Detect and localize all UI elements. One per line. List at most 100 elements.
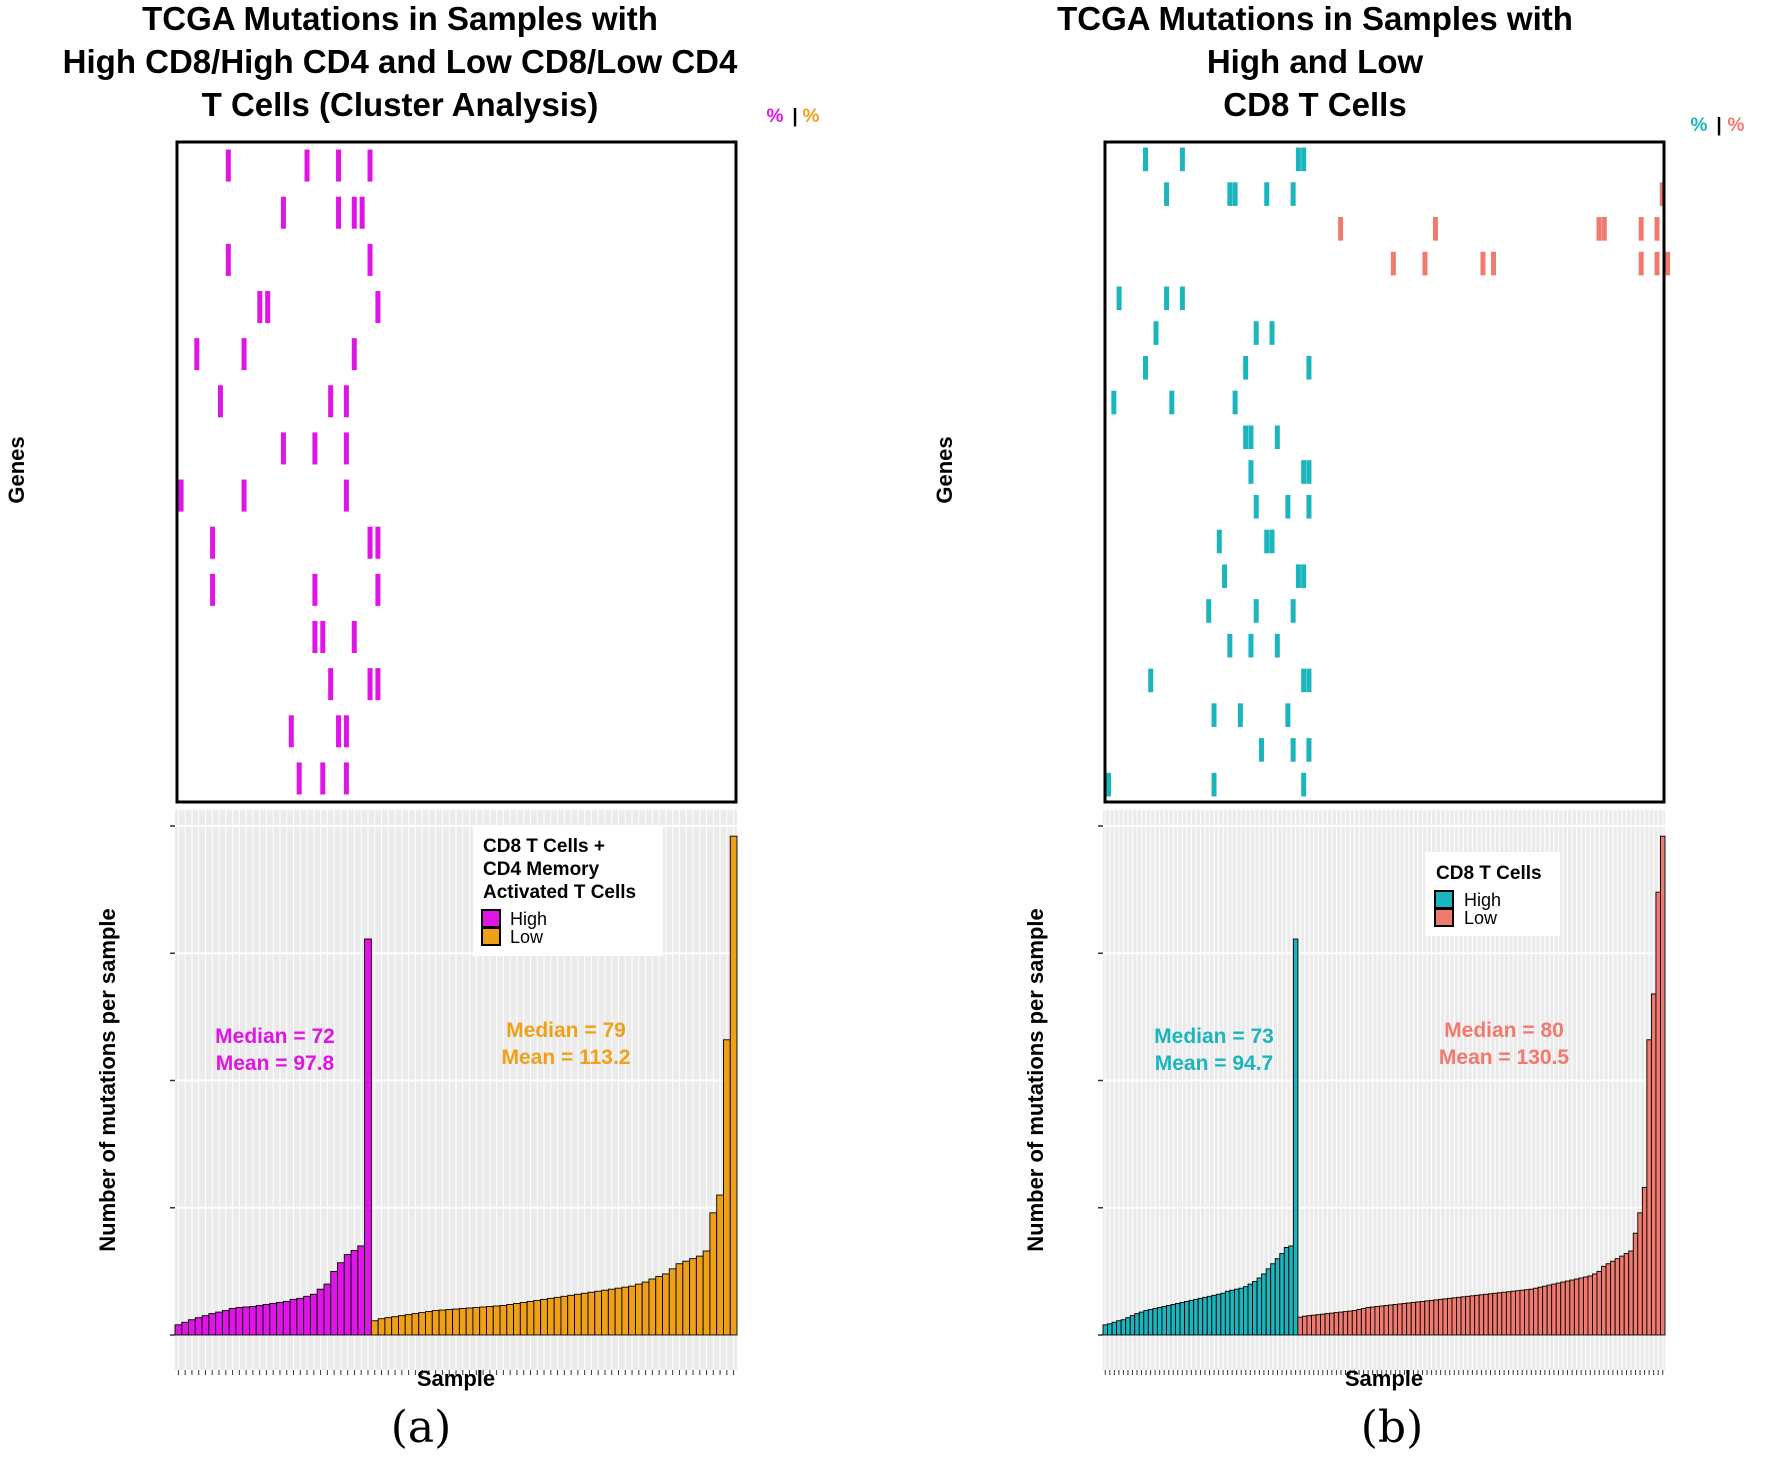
mutation-mark [1164,286,1170,311]
mutation-mark [375,668,381,701]
bar [1256,1277,1263,1336]
bar [1632,1232,1639,1336]
bar [445,1309,454,1336]
panel-b: TCGA Mutations in Samples with High and … [932,0,1745,1453]
bar [1202,1296,1208,1336]
mutation-mark [1258,738,1264,762]
bar [1265,1268,1272,1336]
bar [1383,1305,1389,1336]
panel-b-legend-label-low: Low [1464,908,1498,928]
bar [289,1298,298,1336]
bar [1243,1286,1249,1336]
mutation-mark [1227,633,1233,658]
bar [1415,1301,1421,1336]
panel-a-legend-swatch-low [481,927,501,946]
bar [594,1290,603,1336]
bar [364,938,372,1336]
panel-a-annotation-low-mean: Mean = 113.2 [501,1046,630,1069]
mutation-mark [280,432,286,465]
panel-a-legend-box [473,826,663,956]
bar [1487,1293,1494,1336]
bar [296,1297,305,1336]
mutation-mark [217,385,223,418]
bar [1197,1297,1204,1336]
mutation-mark [1253,321,1259,345]
bar [1193,1298,1199,1336]
bar [1360,1308,1367,1336]
bar [350,1250,359,1336]
bar [1619,1255,1625,1336]
panel-b-heatmap-frame [1103,140,1666,804]
panel-a-bar-ylabel: Number of mutations per sample [95,908,120,1252]
bar [695,1255,704,1336]
mutation-mark [1306,460,1312,484]
bar [194,1317,203,1336]
panel-a-annotation-high-mean: Mean = 97.8 [216,1052,335,1075]
bar [1646,1039,1652,1336]
bar [1111,1321,1118,1336]
bar [1306,1315,1312,1336]
bar [1610,1260,1616,1336]
mutation-mark [1306,355,1312,380]
mutation-mark [1116,286,1122,311]
bar [526,1300,535,1336]
bar [1447,1297,1453,1336]
mutation-mark [1306,738,1312,762]
bar [269,1302,278,1336]
bar [702,1250,711,1336]
panel-a-bars [174,835,738,1336]
mutation-mark [1480,251,1486,276]
panel-a-y-ticks [170,825,175,1336]
mutation-mark [1248,633,1254,658]
mutation-mark [225,243,231,276]
bar [1551,1283,1557,1336]
bar [370,1320,379,1336]
bar [1501,1291,1507,1336]
bar [1578,1277,1584,1336]
mutation-mark [1153,321,1159,345]
bar [614,1287,623,1336]
bar [1655,891,1661,1336]
bar [1147,1309,1154,1336]
panel-a-legend-label-high: High [510,909,547,929]
bar [1478,1294,1485,1336]
bar [1542,1285,1548,1336]
bar [1505,1291,1512,1336]
bar [1401,1302,1408,1336]
mutation-mark [1306,494,1312,519]
panel-b-pct-header-high: % [1691,115,1708,136]
bar [1510,1290,1516,1336]
bar [174,1324,183,1336]
bar [621,1286,630,1336]
panel-b-genes-label: Genes [932,436,957,503]
mutation-mark [288,715,294,748]
bar [648,1278,657,1336]
mutation-mark [1665,251,1671,276]
bar [465,1307,474,1336]
panel-b-bar-ylabel: Number of mutations per sample [1023,908,1048,1252]
bar [655,1276,663,1336]
bar [1433,1299,1439,1336]
bar [1369,1306,1376,1336]
bar [1379,1305,1385,1336]
mutation-mark [1142,147,1148,172]
panel-b-heatmap [1106,147,1671,797]
bar [1442,1298,1448,1336]
panel-b-legend-swatch-low [1434,908,1454,927]
bar [1451,1297,1457,1336]
bar [208,1313,217,1336]
panel-a: TCGA Mutations in Samples with High CD8/… [4,0,820,1453]
mutation-mark [1433,217,1439,241]
panel-b-bar-xlabel: Sample [1345,1366,1423,1391]
panel-a-annotation-low-median: Median = 79 [506,1019,626,1042]
bar [1582,1276,1589,1336]
mutation-mark [336,196,342,229]
mutation-mark [1211,772,1217,797]
mutation-mark [265,290,271,324]
bar [1138,1311,1145,1336]
bar [533,1299,542,1336]
mutation-mark [320,620,326,654]
mutation-mark [1338,217,1344,241]
bar [1519,1289,1525,1336]
bar [1573,1278,1580,1336]
